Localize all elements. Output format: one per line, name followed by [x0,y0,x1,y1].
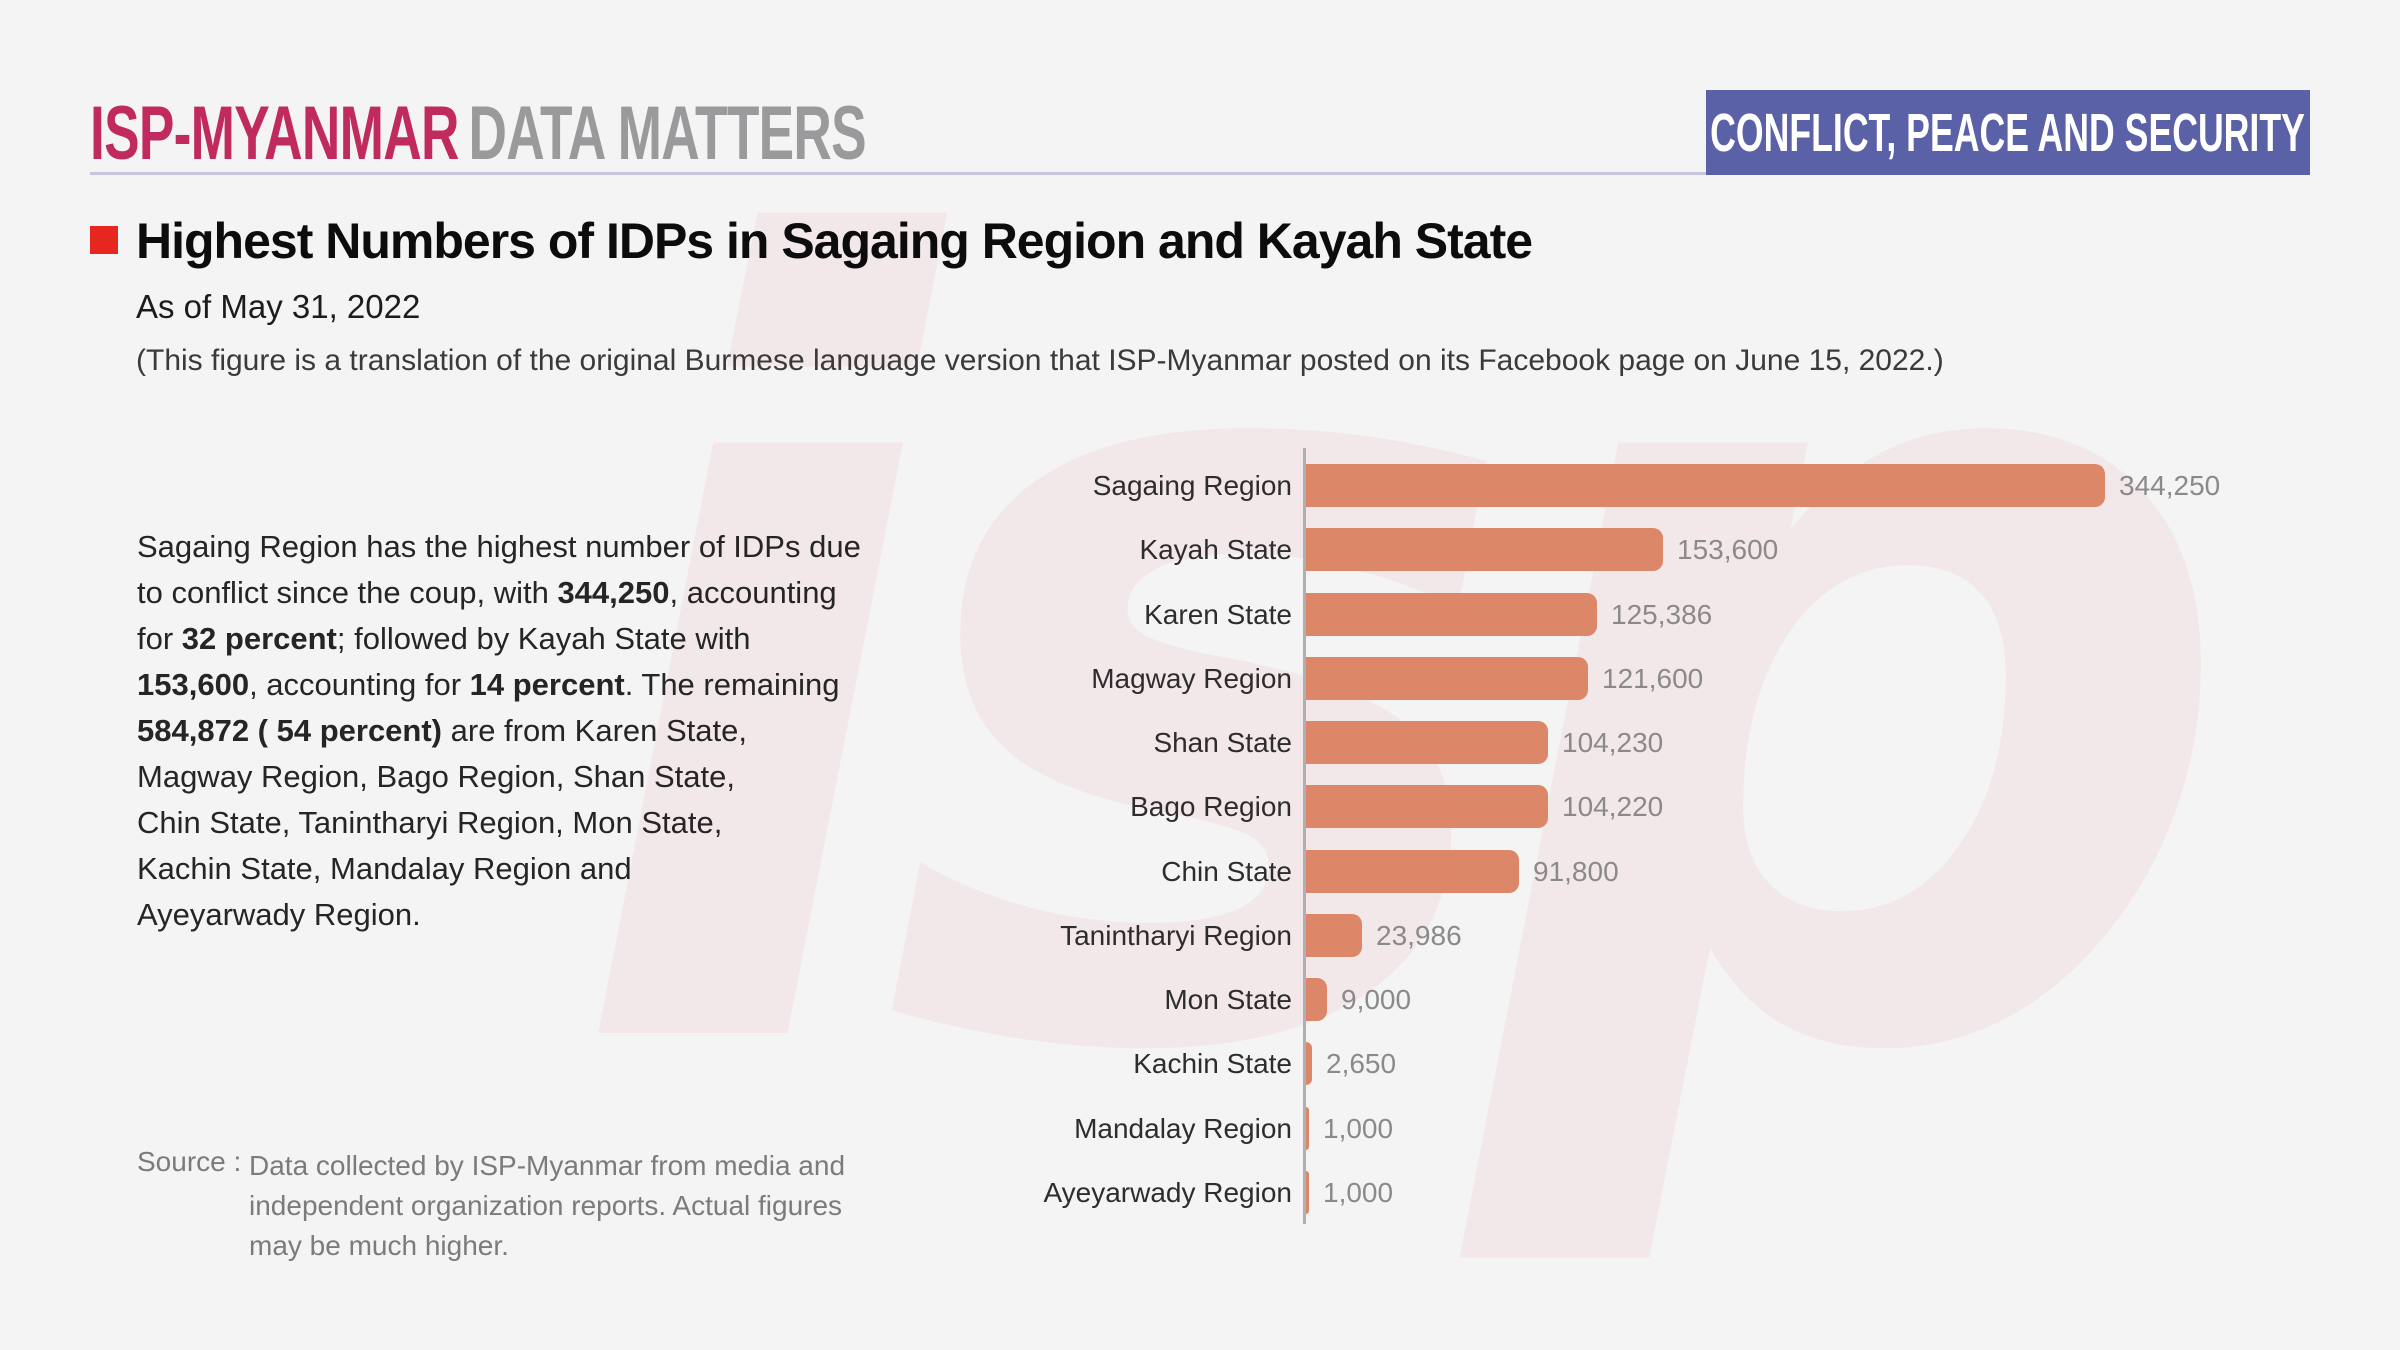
chart-bar-value: 344,250 [2119,470,2221,501]
chart-bar [1306,528,1663,571]
title-bullet-icon [90,226,118,254]
chart-category-label: Karen State [1144,599,1292,630]
summary-paragraph: Sagaing Region has the highest number of… [137,524,861,938]
chart-bar-value: 2,650 [1326,1048,1397,1079]
chart-bar-value: 104,230 [1562,727,1664,758]
source-text: Data collected by ISP-Myanmar from media… [249,1146,845,1266]
chart-bar-value: 121,600 [1602,663,1704,694]
summary-line: Chin State, Tanintharyi Region, Mon Stat… [137,805,723,840]
chart-bar [1306,1042,1312,1085]
chart-category-label: Tanintharyi Region [1060,920,1292,951]
chart-category-label: Mon State [1164,984,1292,1015]
chart-bar [1306,978,1327,1021]
chart-category-label: Bago Region [1130,791,1292,822]
source-line: Data collected by ISP-Myanmar from media… [249,1150,846,1181]
chart-bar-value: 91,800 [1533,856,1619,887]
source-line: may be much higher. [249,1230,509,1261]
header-divider [90,172,1706,175]
chart-bar [1306,785,1548,828]
chart-category-label: Ayeyarwady Region [1043,1177,1292,1208]
logo-data-matters: DATA MATTERS [468,91,866,176]
chart-category-label: Sagaing Region [1092,470,1292,501]
summary-line: Magway Region, Bago Region, Shan State, [137,759,735,794]
chart-bar [1306,721,1548,764]
translation-note: (This figure is a translation of the ori… [136,344,1944,377]
source-line: independent organization reports. Actual… [249,1190,843,1221]
chart-bar [1306,464,2105,507]
chart-bar-value: 1,000 [1323,1177,1394,1208]
chart-category-label: Shan State [1153,727,1292,758]
summary-line: to conflict since the coup, with 344,250… [137,575,837,610]
as-of-date: As of May 31, 2022 [136,288,421,325]
chart-bar [1306,593,1597,636]
chart-bar [1306,1171,1309,1214]
chart-category-label: Kayah State [1139,534,1292,565]
summary-line: 584,872 ( 54 percent) are from Karen Sta… [137,713,747,748]
category-badge-label: CONFLICT, PEACE AND SECURITY [1710,102,2306,163]
chart-category-label: Magway Region [1091,663,1292,694]
chart-bar [1306,850,1519,893]
summary-line: Kachin State, Mandalay Region and [137,851,632,886]
chart-bar-value: 9,000 [1341,984,1412,1015]
logo: ISP-MYANMAR DATA MATTERS [90,96,1198,172]
category-badge: CONFLICT, PEACE AND SECURITY [1706,90,2310,175]
chart-bar [1306,914,1362,957]
chart-category-label: Kachin State [1133,1048,1292,1079]
y-axis-line [1303,448,1306,1224]
chart-bar-value: 23,986 [1376,920,1462,951]
chart-category-label: Chin State [1161,856,1292,887]
page-title: Highest Numbers of IDPs in Sagaing Regio… [136,213,1533,269]
chart-bar [1306,657,1588,700]
logo-isp-myanmar: ISP-MYANMAR [90,91,459,176]
summary-line: Sagaing Region has the highest number of… [137,529,861,564]
chart-bar-value: 1,000 [1323,1113,1394,1144]
chart-bar-value: 125,386 [1611,599,1713,630]
summary-line: 153,600, accounting for 14 percent. The … [137,667,840,702]
summary-line: Ayeyarwady Region. [137,897,421,932]
chart-bar-value: 104,220 [1562,791,1664,822]
source-label: Source : [137,1146,242,1177]
summary-line: for 32 percent; followed by Kayah State … [137,621,751,656]
chart-category-label: Mandalay Region [1074,1113,1292,1144]
chart-bar [1306,1107,1309,1150]
chart-bar-value: 153,600 [1677,534,1779,565]
